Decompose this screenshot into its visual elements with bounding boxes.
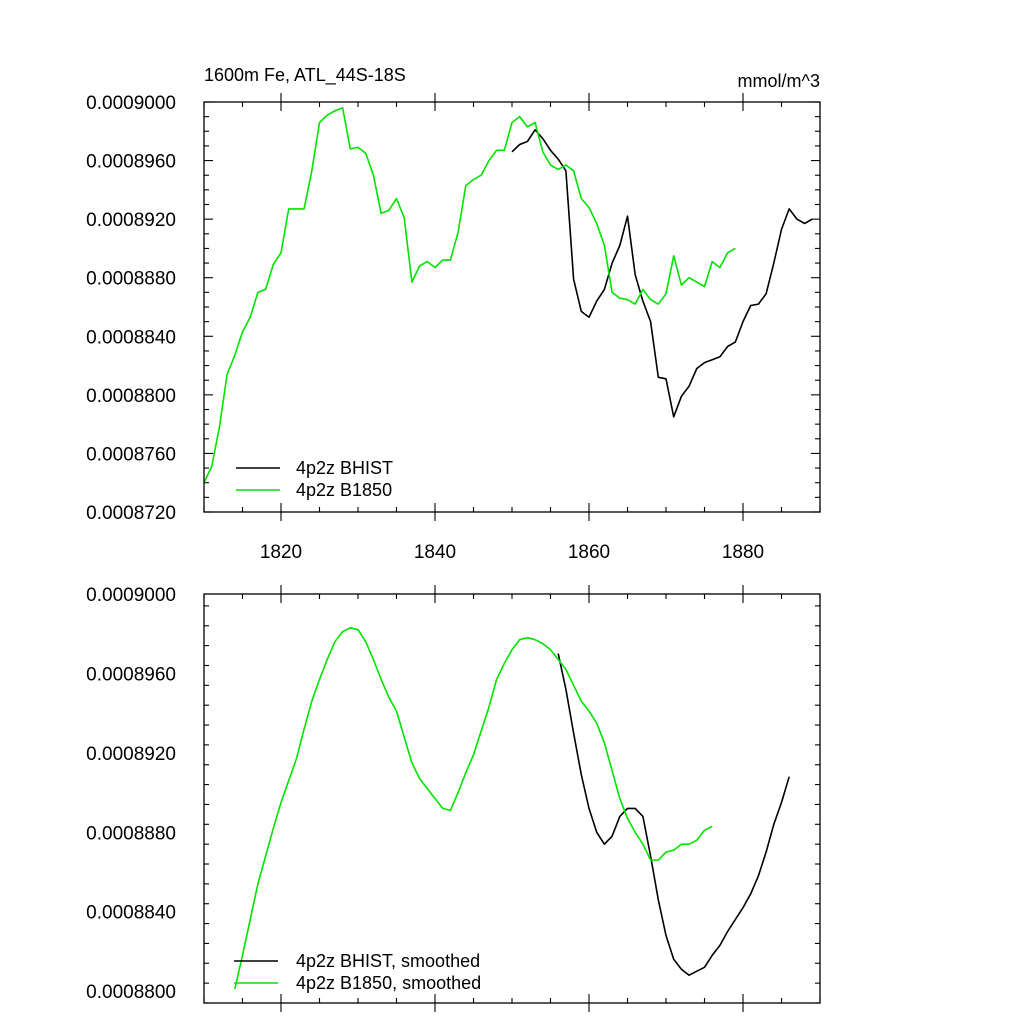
y-tick-label: 0.0008880 [86,269,176,290]
x-tick-label: 1820 [260,542,302,563]
top-panel: 1600m Fe, ATL_44S-18S mmol/m^3 0.0008720… [86,65,821,563]
series-line-bhist [511,129,813,418]
y-tick-label: 0.0009000 [86,585,176,606]
x-tick-label: 1840 [414,542,456,563]
y-tick-label: 0.0008960 [86,152,176,173]
top-panel-title: 1600m Fe, ATL_44S-18S [204,65,406,86]
y-tick-label: 0.0009000 [86,93,176,114]
series-line-b1850 [234,626,713,990]
legend-label: 4p2z B1850 [296,480,392,500]
y-tick-label: 0.0008840 [86,903,176,924]
bottom-panel: 0.0008800 0.0008840 0.0008880 0.0008920 0.00… [86,585,821,1012]
bottom-panel-frame [203,593,821,1004]
bottom-panel-marks: 0.0008800 0.0008840 0.0008880 0.0008920 0.00… [86,585,821,1012]
y-tick-label: 0.0008920 [86,744,176,765]
legend-label: 4p2z BHIST [296,458,393,478]
y-tick-label: 0.0008840 [86,327,176,348]
y-tick-label: 0.0008960 [86,664,176,685]
y-tick-label: 0.0008760 [86,444,176,465]
y-tick-label: 0.0008920 [86,210,176,231]
top-panel-units: mmol/m^3 [738,71,820,91]
legend-label: 4p2z B1850, smoothed [296,973,481,993]
series-line-bhist [557,653,790,977]
y-tick-label: 0.0008720 [86,503,176,524]
y-tick-label: 0.0008880 [86,823,176,844]
top-panel-frame [203,101,821,513]
series-line-b1850 [203,107,736,484]
top-panel-marks: 0.0008720 0.0008760 0.0008800 0.0008840 0.00… [86,93,821,563]
x-tick-label: 1880 [722,542,764,563]
x-tick-label: 1860 [568,542,610,563]
y-tick-label: 0.0008800 [86,982,176,1003]
y-tick-label: 0.0008800 [86,386,176,407]
legend-label: 4p2z BHIST, smoothed [296,951,480,971]
